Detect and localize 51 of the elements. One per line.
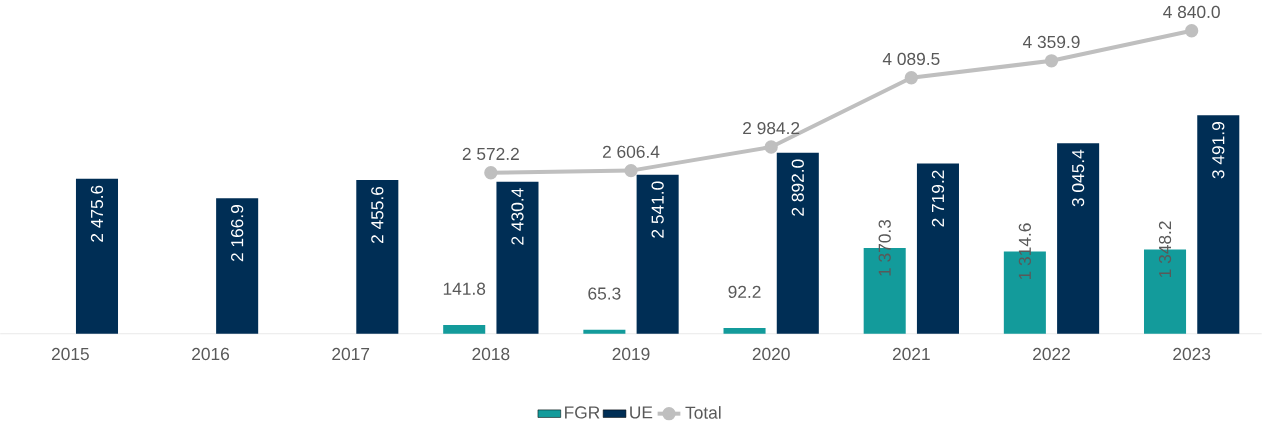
data-label: 2 455.6 <box>371 187 384 244</box>
data-label: 2 430.4 <box>511 188 524 245</box>
bar <box>496 181 539 335</box>
x-tick-label: 2017 <box>332 348 370 361</box>
x-tick-label: 2020 <box>752 348 790 361</box>
data-label: 4 089.5 <box>882 52 940 66</box>
bar <box>443 325 486 335</box>
point <box>904 71 918 85</box>
bar <box>723 328 766 335</box>
data-label: 1 348.2 <box>1158 221 1172 278</box>
point <box>764 140 778 154</box>
x-tick-label: 2022 <box>1033 348 1070 361</box>
legend-label: Total <box>685 406 721 420</box>
data-label: 1 314.6 <box>1018 223 1031 280</box>
point <box>484 166 498 180</box>
data-label: 2 572.2 <box>462 147 519 161</box>
data-label: 4 840.0 <box>1163 5 1220 19</box>
legend-label: UE <box>630 406 653 419</box>
x-tick-label: 2023 <box>1173 348 1211 361</box>
x-tick-label: 2015 <box>51 348 89 361</box>
bar <box>583 329 626 335</box>
bar <box>776 152 819 335</box>
point <box>624 164 638 178</box>
x-tick-label: 2021 <box>892 348 930 361</box>
bar <box>1057 143 1100 335</box>
data-label: 3 491.9 <box>1212 122 1225 179</box>
x-tick-label: 2016 <box>192 348 230 361</box>
bar <box>636 174 679 335</box>
bar <box>916 163 959 335</box>
data-label: 141.8 <box>443 282 486 296</box>
point <box>1184 24 1199 38</box>
data-label: 2 166.9 <box>231 205 244 262</box>
x-tick-label: 2019 <box>612 348 650 361</box>
data-label: 1 370.3 <box>878 220 891 276</box>
data-label: 2 719.2 <box>931 170 945 227</box>
data-label: 2 984.2 <box>743 122 800 135</box>
data-label: 4 359.9 <box>1022 36 1080 49</box>
data-label: 2 892.0 <box>791 159 804 216</box>
legend-label: FGR <box>565 406 600 419</box>
data-label: 2 606.4 <box>602 145 660 159</box>
bar <box>1197 115 1240 335</box>
x-tick-label: 2018 <box>472 348 510 361</box>
data-label: 65.3 <box>588 287 621 300</box>
data-label: 2 541.0 <box>651 181 664 238</box>
point <box>1044 54 1059 68</box>
bar <box>216 198 259 335</box>
data-label: 92.2 <box>728 285 761 299</box>
data-label: 3 045.4 <box>1071 149 1085 207</box>
bar <box>75 179 119 335</box>
bar <box>356 180 399 335</box>
data-label: 2 475.6 <box>90 185 104 243</box>
